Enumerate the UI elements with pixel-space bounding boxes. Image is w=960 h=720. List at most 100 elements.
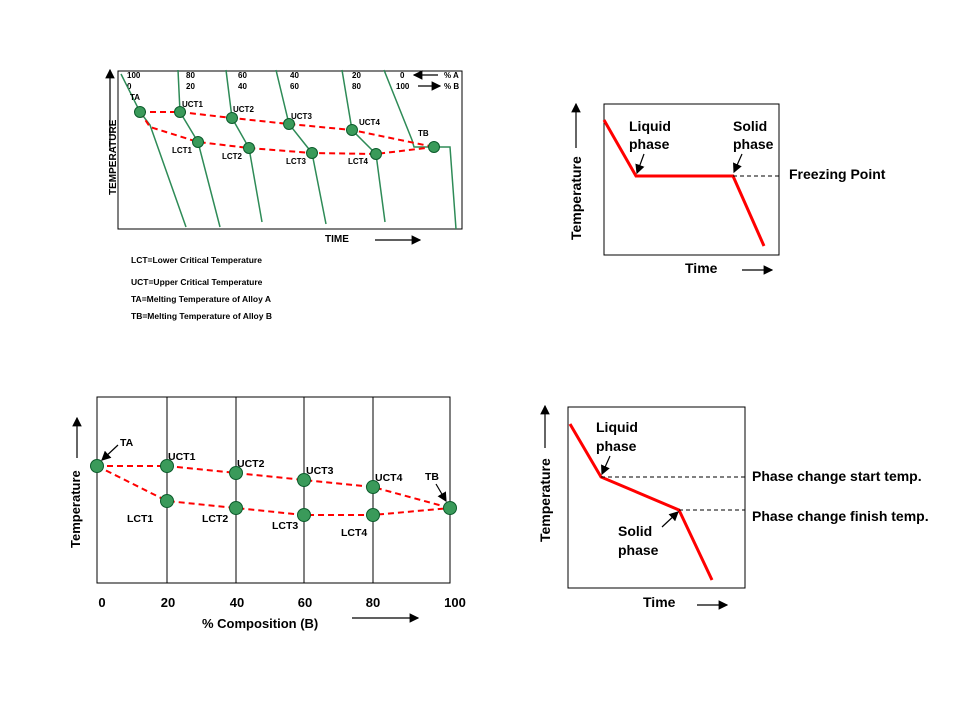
lct2-label: LCT2	[222, 152, 243, 161]
lct3-label: LCT3	[272, 520, 298, 532]
uct4-label: UCT4	[375, 472, 403, 484]
lct3-node	[297, 508, 311, 522]
solid-pointer	[733, 153, 743, 174]
panel-frame	[96, 396, 451, 584]
lct1-node	[160, 494, 174, 508]
x-axis-label: Time	[643, 594, 676, 610]
alloy-cooling-panel: Temperature Time Liquid phase Solid phas…	[537, 404, 929, 610]
uct1-node	[160, 459, 174, 473]
comp-a-4: 20	[352, 71, 361, 80]
liquid-phase-line2: phase	[596, 438, 637, 454]
solidus-line	[96, 465, 451, 516]
comp-a-5: 0	[400, 71, 405, 80]
legend-uct: UCT=Upper Critical Temperature	[131, 277, 263, 287]
tb-node	[443, 501, 457, 515]
uct3-label: UCT3	[291, 112, 312, 121]
uct3-label: UCT3	[306, 465, 334, 477]
uct-line	[140, 111, 435, 148]
comp-a-2: 60	[238, 71, 247, 80]
solid-phase-line2: phase	[733, 136, 774, 152]
cooling-curve-2	[177, 69, 221, 228]
x-tick-20: 20	[161, 595, 175, 610]
x-tick-80: 80	[366, 595, 380, 610]
liquidus-line	[97, 465, 451, 509]
uct2-node	[226, 112, 238, 124]
y-axis-label: TEMPERATURE	[108, 119, 119, 195]
lct2-node	[243, 142, 255, 154]
liquid-pointer	[635, 153, 645, 175]
y-axis-label: Temperature	[568, 156, 584, 240]
pure-metal-cooling-panel: Temperature Time Liquid phase Solid phas…	[568, 102, 886, 276]
ta-pointer	[101, 444, 119, 461]
comp-b-5: 100	[396, 82, 410, 91]
pct-b-label: % B	[444, 82, 459, 91]
comp-a-1: 80	[186, 71, 195, 80]
cooling-curve	[568, 423, 714, 581]
cooling-curves	[120, 69, 457, 230]
uct2-label: UCT2	[237, 458, 265, 470]
uct2-node	[229, 466, 243, 480]
uct2-label: UCT2	[233, 105, 254, 114]
lct4-label: LCT4	[348, 157, 369, 166]
legend-lct: LCT=Lower Critical Temperature	[131, 255, 262, 265]
lct2-node	[229, 501, 243, 515]
lct4-node	[370, 148, 382, 160]
comp-b-2: 40	[238, 82, 247, 91]
x-tick-40: 40	[230, 595, 244, 610]
x-tick-100: 100	[444, 595, 466, 610]
uct3-node	[297, 473, 311, 487]
ta-node	[134, 106, 146, 118]
comp-a-0: 100	[127, 71, 141, 80]
uct1-label: UCT1	[168, 451, 196, 463]
ta-label: TA	[120, 437, 134, 449]
lct4-label: LCT4	[341, 527, 367, 539]
ta-node	[90, 459, 104, 473]
panel-frame	[603, 103, 780, 256]
cooling-curve-5	[341, 69, 386, 223]
solid-phase-line2: phase	[618, 542, 659, 558]
liquid-phase-line1: Liquid	[629, 118, 671, 134]
comp-b-1: 20	[186, 82, 195, 91]
lct1-label: LCT1	[172, 146, 193, 155]
comp-b-0: 0	[127, 82, 132, 91]
x-tick-60: 60	[298, 595, 312, 610]
x-axis-label: % Composition (B)	[202, 616, 318, 631]
lct1-node	[192, 136, 204, 148]
solid-phase-line1: Solid	[618, 523, 652, 539]
panel-frame	[117, 70, 463, 230]
ta-label: TA	[130, 93, 140, 102]
cooling-curve-1	[120, 73, 187, 228]
x-axis-label: Time	[685, 260, 718, 276]
legend-ta: TA=Melting Temperature of Alloy A	[131, 294, 271, 304]
cooling-curve	[602, 119, 766, 247]
y-axis-label: Temperature	[68, 470, 83, 548]
lct4-node	[366, 508, 380, 522]
comp-a-3: 40	[290, 71, 299, 80]
comp-b-3: 60	[290, 82, 299, 91]
uct4-label: UCT4	[359, 118, 380, 127]
solid-pointer	[661, 511, 679, 528]
cooling-curve-6	[383, 69, 457, 230]
alloy-cooling-curves-panel: TEMPERATURE TIME 100 80 60 40 20 0 0 20 …	[105, 68, 463, 321]
comp-b-4: 80	[352, 82, 361, 91]
cooling-curve-4	[275, 69, 327, 225]
tb-label: TB	[425, 471, 439, 483]
x-axis-label: TIME	[325, 234, 349, 245]
liquid-pointer	[601, 455, 611, 476]
lct3-label: LCT3	[286, 157, 307, 166]
liquid-phase-line2: phase	[629, 136, 670, 152]
pct-a-label: % A	[444, 71, 459, 80]
lct3-node	[306, 147, 318, 159]
freezing-point-label: Freezing Point	[789, 166, 886, 182]
phase-change-start-label: Phase change start temp.	[752, 468, 922, 484]
tb-pointer	[435, 483, 447, 503]
solid-phase-line1: Solid	[733, 118, 767, 134]
liquid-phase-line1: Liquid	[596, 419, 638, 435]
tb-node	[428, 141, 440, 153]
lct2-label: LCT2	[202, 513, 228, 525]
uct1-label: UCT1	[182, 100, 203, 109]
legend-tb: TB=Melting Temperature of Alloy B	[131, 311, 272, 321]
uct1-node	[174, 106, 186, 118]
cooling-curve-3	[225, 69, 263, 223]
